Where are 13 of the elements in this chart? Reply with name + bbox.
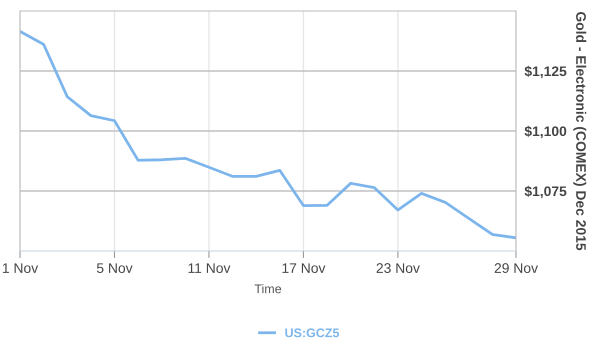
y-axis-title: Gold - Electronic (COMEX) Dec 2015 bbox=[573, 12, 586, 250]
y-tick-label: $1,100 bbox=[524, 126, 566, 138]
x-axis-title: Time bbox=[254, 284, 282, 294]
x-tick-label: 17 Nov bbox=[282, 263, 326, 274]
x-tick-label: 29 Nov bbox=[494, 263, 538, 274]
legend-label: US:GCZ5 bbox=[285, 328, 340, 338]
x-tick-label: 5 Nov bbox=[96, 263, 133, 274]
line-series bbox=[20, 30, 516, 240]
x-tick-label: 11 Nov bbox=[188, 263, 230, 274]
x-tick-label: 1 Nov bbox=[2, 263, 38, 274]
x-tick-label: 23 Nov bbox=[376, 263, 420, 274]
y-tick-label: $1,075 bbox=[524, 186, 566, 198]
y-tick-label: $1,125 bbox=[524, 66, 566, 78]
